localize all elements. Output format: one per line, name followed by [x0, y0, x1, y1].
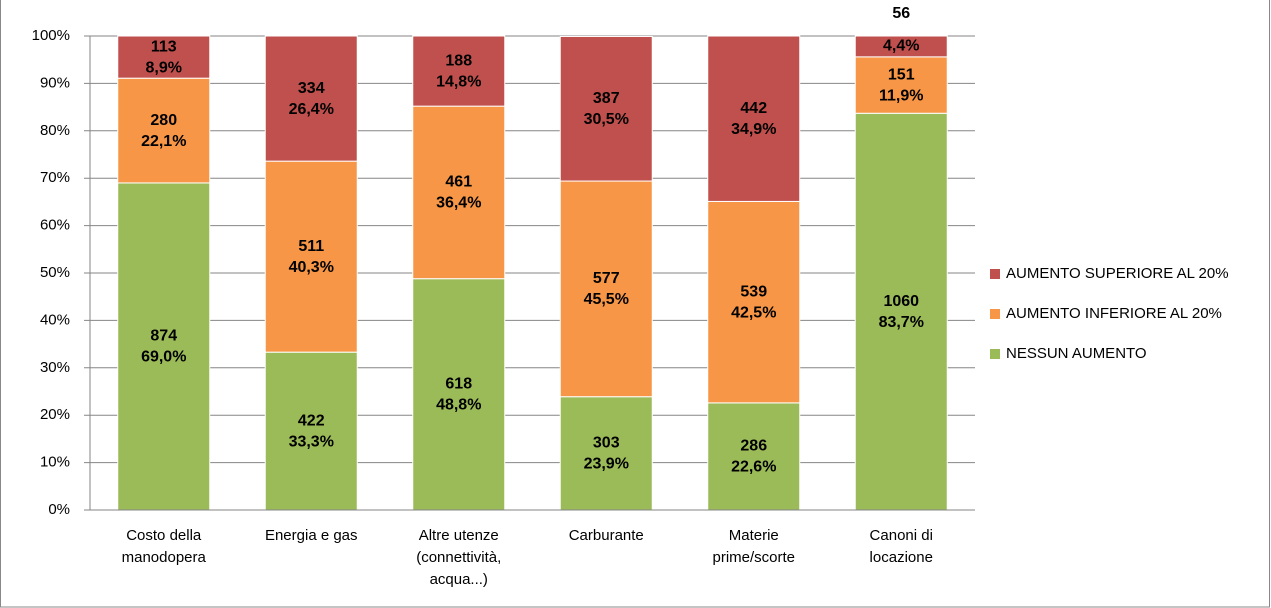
count-label: 387: [593, 90, 620, 107]
value-label: 45,5%: [584, 291, 629, 308]
value-label: 69,0%: [141, 349, 186, 366]
bar-segment: [412, 278, 506, 511]
bar-segment: [707, 200, 801, 404]
y-tick-label: 40%: [40, 311, 70, 328]
value-label: 22,6%: [731, 459, 776, 476]
value-label: 48,8%: [436, 397, 481, 414]
count-label: 1060: [883, 293, 919, 310]
value-label: 40,3%: [289, 259, 334, 276]
legend-swatch: [990, 349, 1000, 359]
y-tick-label: 10%: [40, 454, 70, 471]
y-tick-label: 90%: [40, 74, 70, 91]
y-tick-label: 70%: [40, 169, 70, 186]
bar-segment: [264, 35, 358, 162]
count-label: 188: [445, 52, 472, 69]
value-label: 8,9%: [146, 59, 182, 76]
x-tick-label: Altre utenze (connettività, acqua...): [416, 527, 502, 588]
y-tick-label: 50%: [40, 264, 70, 281]
value-label: 14,8%: [436, 73, 481, 90]
y-tick-label: 30%: [40, 359, 70, 376]
count-label: 461: [445, 174, 472, 191]
x-tick-label: Energia e gas: [264, 527, 358, 544]
bar-segment: [854, 56, 948, 114]
bar-segment: [559, 396, 653, 511]
count-label: 286: [740, 438, 767, 455]
value-label: 36,4%: [436, 195, 481, 212]
value-label: 11,9%: [879, 87, 923, 104]
value-label: 34,9%: [731, 121, 776, 138]
count-label: 511: [298, 238, 324, 255]
count-label: 334: [298, 80, 325, 97]
y-tick-label: 0%: [48, 501, 70, 518]
bar-segment: [117, 77, 211, 184]
x-tick-label: Canoni di locazione: [869, 527, 933, 566]
count-label: 442: [740, 100, 767, 117]
count-label: 422: [298, 412, 325, 429]
count-label: 618: [445, 376, 472, 393]
value-label: 33,3%: [289, 433, 334, 450]
legend-label: AUMENTO SUPERIORE AL 20%: [1006, 265, 1229, 282]
value-label: 26,4%: [289, 101, 334, 118]
bar-segment: [264, 351, 358, 511]
bar-segment: [854, 35, 948, 58]
y-tick-label: 60%: [40, 217, 70, 234]
value-label: 83,7%: [879, 314, 924, 331]
bar-segment: [707, 35, 801, 202]
bar-segment: [854, 112, 948, 511]
value-label: 4,4%: [883, 38, 919, 55]
y-tick-label: 80%: [40, 122, 70, 139]
bar-segment: [559, 35, 653, 182]
legend-swatch: [990, 309, 1000, 319]
value-label: 23,9%: [584, 456, 629, 473]
bar-segment: [412, 105, 506, 280]
count-label: 874: [150, 328, 177, 345]
y-tick-label: 100%: [32, 27, 70, 44]
bar-segment: [559, 180, 653, 398]
count-label: 303: [593, 435, 620, 452]
bar-segment: [117, 182, 211, 511]
count-label: 151: [888, 66, 915, 83]
value-label: 30,5%: [584, 111, 629, 128]
legend-label: AUMENTO INFERIORE AL 20%: [1006, 305, 1222, 322]
count-label: 113: [151, 38, 177, 55]
count-label: 539: [740, 283, 767, 300]
bar-segment: [707, 402, 801, 511]
value-label: 22,1%: [141, 133, 186, 150]
bar-segment: [117, 35, 211, 79]
y-tick-label: 20%: [40, 406, 70, 423]
x-tick-label: Materie prime/scorte: [712, 527, 796, 566]
bar-segment: [264, 160, 358, 353]
x-tick-label: Costo della manodopera: [121, 527, 206, 566]
count-label: 280: [150, 112, 177, 129]
count-label: 577: [593, 270, 620, 287]
legend-swatch: [990, 269, 1000, 279]
x-tick-label: Carburante: [568, 527, 644, 544]
bar-segment: [412, 35, 506, 107]
count-label: 56: [892, 5, 910, 22]
legend-label: NESSUN AUMENTO: [1006, 345, 1147, 362]
value-label: 42,5%: [731, 304, 776, 321]
